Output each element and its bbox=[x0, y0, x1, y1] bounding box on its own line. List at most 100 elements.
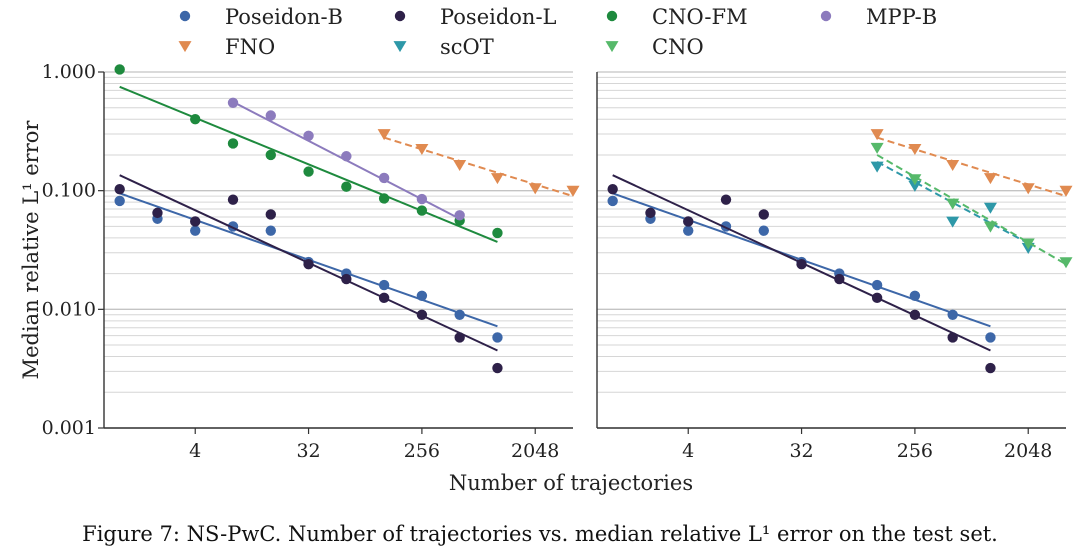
fno-data-point bbox=[1021, 183, 1035, 195]
fno-data-point bbox=[946, 159, 960, 172]
right-panel: 4 32 256 2048 bbox=[596, 71, 1073, 462]
poseidon-l-data-point bbox=[607, 183, 618, 195]
cno-fm-legend-label: CNO-FM bbox=[652, 5, 748, 29]
mpp-b-data-point bbox=[303, 130, 314, 141]
fno-data-point bbox=[1059, 185, 1073, 197]
legend-item-fno: FNO bbox=[178, 35, 275, 59]
y-tick-label: 1.000 bbox=[42, 61, 96, 83]
legend-item-scot: scOT bbox=[393, 35, 494, 59]
legend-item-poseidon-l: Poseidon-L bbox=[394, 5, 557, 29]
cno-fm-data-point bbox=[114, 64, 125, 75]
poseidon-l-data-point bbox=[114, 183, 125, 195]
mpp-b-data-point bbox=[265, 110, 276, 121]
cno-legend-marker bbox=[605, 41, 619, 53]
poseidon-l-data-point bbox=[909, 309, 921, 320]
mpp-b-data-point bbox=[416, 193, 428, 205]
fno-data-point bbox=[453, 159, 467, 172]
poseidon-l-data-point bbox=[947, 332, 958, 343]
fno-data-point bbox=[870, 129, 884, 141]
poseidon-b-data-point bbox=[190, 225, 201, 236]
poseidon-b-data-point bbox=[758, 225, 769, 236]
cno-data-point bbox=[1059, 257, 1073, 269]
scot-legend-label: scOT bbox=[440, 35, 494, 59]
mpp-b-data-point bbox=[341, 151, 352, 162]
legend: Poseidon-B Poseidon-L CNO-FM MPP-B FNO scOT CN… bbox=[178, 5, 937, 59]
poseidon-l-data-point bbox=[378, 292, 390, 304]
series-fno bbox=[377, 129, 580, 198]
poseidon-l-data-point bbox=[871, 292, 883, 304]
series-fno bbox=[870, 129, 1073, 198]
poseidon-b-data-point bbox=[454, 309, 465, 320]
series-poseidon-l bbox=[607, 174, 996, 374]
poseidon-b-data-point bbox=[265, 225, 276, 236]
cno-data-point bbox=[870, 142, 884, 154]
poseidon-l-data-point bbox=[985, 362, 996, 374]
poseidon-l-data-point bbox=[416, 309, 428, 320]
poseidon-l-data-point bbox=[645, 207, 656, 219]
scot-fit-line bbox=[876, 160, 1029, 245]
mpp-b-legend-label: MPP-B bbox=[866, 5, 937, 29]
poseidon-b-legend-marker bbox=[179, 10, 191, 22]
y-tick-label: 0.100 bbox=[42, 180, 96, 202]
poseidon-l-data-point bbox=[720, 194, 732, 205]
cno-fm-data-point bbox=[190, 114, 201, 125]
x-tick-label: 32 bbox=[789, 440, 813, 462]
cno-data-point bbox=[983, 221, 997, 233]
poseidon-b-data-point bbox=[909, 290, 921, 302]
cno-fm-legend-marker bbox=[606, 10, 618, 22]
gridlines bbox=[597, 71, 1066, 429]
cno-fm-data-point bbox=[492, 227, 503, 239]
poseidon-l-data-point bbox=[303, 259, 314, 270]
poseidon-b-data-point bbox=[607, 195, 618, 207]
poseidon-l-data-point bbox=[341, 273, 352, 285]
x-tick-label: 32 bbox=[296, 440, 320, 462]
fno-legend-marker bbox=[178, 41, 192, 53]
series-scot bbox=[870, 160, 1035, 254]
fno-data-point bbox=[983, 173, 997, 185]
poseidon-l-data-point bbox=[454, 332, 465, 343]
fno-data-point bbox=[528, 183, 542, 195]
poseidon-b-data-point bbox=[683, 225, 694, 236]
poseidon-b-data-point bbox=[114, 195, 125, 207]
scot-data-point bbox=[870, 161, 884, 173]
cno-data-point bbox=[1021, 238, 1035, 250]
poseidon-b-data-point bbox=[871, 279, 883, 291]
poseidon-b-data-point bbox=[947, 309, 958, 320]
poseidon-l-data-point bbox=[796, 259, 807, 270]
poseidon-l-data-point bbox=[227, 194, 239, 205]
poseidon-l-data-point bbox=[683, 216, 694, 227]
x-tick-label: 2048 bbox=[511, 440, 559, 462]
gridlines bbox=[104, 71, 573, 429]
cno-fm-data-point bbox=[265, 149, 276, 161]
cno-fm-data-point bbox=[416, 205, 428, 216]
fno-data-point bbox=[490, 173, 504, 185]
poseidon-l-data-point bbox=[265, 209, 276, 220]
cno-data-point bbox=[946, 198, 960, 210]
poseidon-l-legend-label: Poseidon-L bbox=[440, 5, 557, 29]
scot-data-point bbox=[908, 180, 922, 192]
poseidon-b-legend-label: Poseidon-B bbox=[225, 5, 343, 29]
cno-fm-fit-line bbox=[119, 85, 498, 243]
poseidon-l-data-point bbox=[190, 216, 201, 227]
left-panel: 4 32 256 2048 0.001 0.010 0.100 1.000 bbox=[42, 61, 580, 462]
poseidon-l-data-point bbox=[492, 362, 503, 374]
poseidon-b-data-point bbox=[492, 332, 503, 343]
fno-fit-line bbox=[383, 136, 574, 198]
poseidon-l-legend-marker bbox=[394, 10, 406, 22]
cno-legend-label: CNO bbox=[652, 35, 704, 59]
fno-data-point bbox=[566, 185, 580, 197]
poseidon-l-data-point bbox=[758, 209, 769, 220]
fno-data-point bbox=[377, 129, 391, 141]
y-tick-label: 0.010 bbox=[42, 298, 96, 320]
cno-fm-data-point bbox=[341, 181, 352, 192]
cno-data-point bbox=[908, 174, 922, 186]
fno-data-point bbox=[908, 143, 922, 156]
y-tick-label: 0.001 bbox=[42, 417, 96, 439]
series-mpp-b bbox=[227, 97, 465, 221]
figure-caption: Figure 7: NS-PwC. Number of trajectories… bbox=[82, 522, 998, 546]
mpp-b-legend-marker bbox=[820, 10, 832, 22]
scot-data-point bbox=[946, 216, 960, 228]
poseidon-b-data-point bbox=[985, 332, 996, 343]
legend-item-cno: CNO bbox=[605, 35, 704, 59]
